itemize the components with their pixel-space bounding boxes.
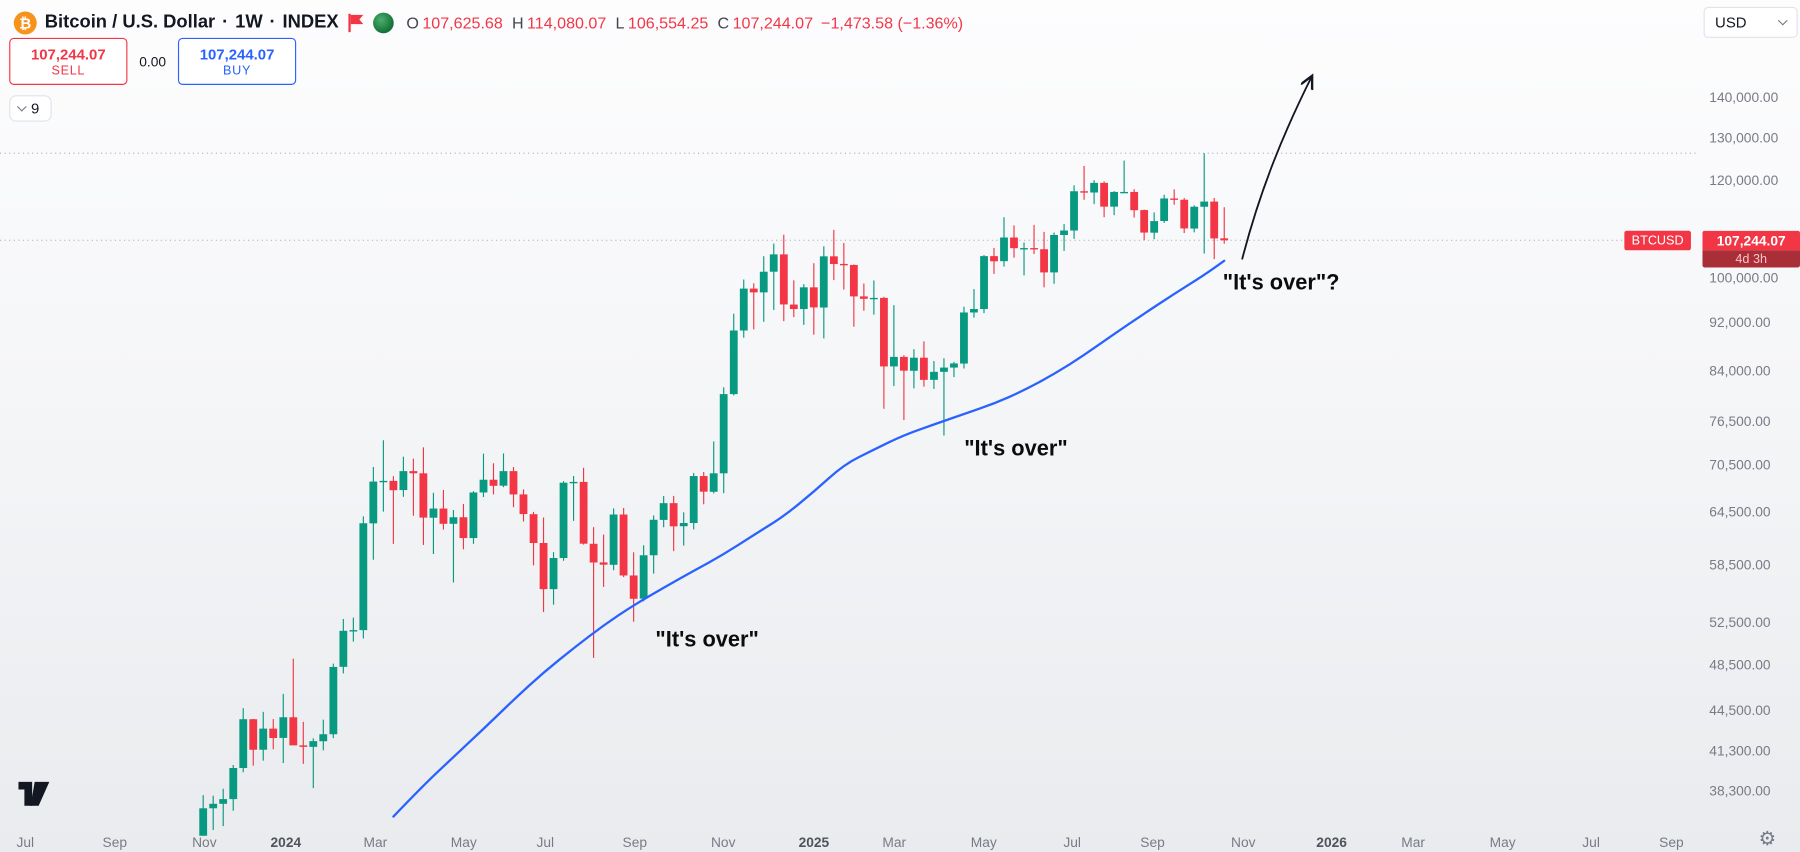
low-value: 106,554.25 (627, 13, 709, 33)
open-label: O (406, 13, 419, 33)
time-axis-label: Sep (1140, 834, 1165, 851)
last-price-tag: 107,244.07 4d 3h (1702, 231, 1800, 268)
flag-icon[interactable] (347, 13, 365, 34)
price-axis-label: 76,500.00 (1709, 412, 1771, 429)
time-axis-label: Sep (102, 834, 128, 851)
open-value: 107,625.68 (422, 13, 503, 33)
time-axis-label: May (1489, 834, 1516, 851)
candles (199, 153, 1229, 836)
exchange-label: INDEX (282, 12, 339, 33)
time-axis-label: Nov (1230, 834, 1256, 851)
time-axis-label: May (970, 834, 997, 851)
interval-label: 1W (235, 12, 263, 33)
time-axis-label: May (450, 834, 477, 851)
sell-label: SELL (51, 63, 86, 78)
price-axis-label: 64,500.00 (1709, 504, 1771, 521)
buy-button[interactable]: 107,244.07 BUY (177, 37, 297, 85)
annotation-text[interactable]: "It's over" (964, 437, 1068, 462)
currency-selector[interactable]: USD (1703, 6, 1798, 38)
symbol-title[interactable]: Bitcoin / U.S. Dollar · 1W · INDEX (45, 13, 339, 34)
annotation-text[interactable]: "It's over"? (1222, 270, 1340, 296)
sell-button[interactable]: 107,244.07 SELL (9, 37, 128, 85)
price-axis-label: 48,500.00 (1709, 656, 1771, 673)
price-axis-label: 44,500.00 (1709, 702, 1771, 719)
annotation-text[interactable]: "It's over" (655, 627, 759, 653)
legend-count: 9 (30, 99, 40, 118)
symbol-name: Bitcoin / U.S. Dollar (44, 12, 216, 33)
data-provider-icon (373, 12, 394, 34)
symbol-price-tag: BTCUSD (1624, 231, 1691, 251)
time-axis-label: 2026 (1316, 834, 1347, 851)
currency-label: USD (1715, 13, 1747, 31)
time-axis-label: Mar (363, 834, 388, 851)
tradingview-logo[interactable] (18, 781, 50, 812)
price-axis-label: 38,300.00 (1709, 782, 1771, 799)
bitcoin-icon: ₿ (13, 11, 37, 35)
sell-price: 107,244.07 (30, 45, 106, 63)
last-price-value: 107,244.07 (1702, 231, 1800, 251)
buy-price: 107,244.07 (199, 45, 275, 63)
time-axis-label: Sep (622, 834, 648, 851)
price-axis-label: 70,500.00 (1709, 456, 1771, 473)
price-axis-label: 52,500.00 (1709, 614, 1771, 631)
time-axis-label: 2025 (798, 834, 830, 851)
separator-dot: · (269, 12, 276, 33)
time-axis-label: Sep (1659, 834, 1684, 851)
buy-label: BUY (223, 63, 252, 78)
ma-line[interactable] (392, 259, 1226, 818)
chevron-down-icon (1777, 15, 1788, 26)
price-axis-label: 92,000.00 (1709, 314, 1771, 331)
low-label: L (615, 13, 625, 33)
price-axis-label: 41,300.00 (1709, 742, 1771, 759)
time-axis-label: Jul (16, 834, 35, 851)
spread-value: 0.00 (139, 53, 167, 70)
collapsed-legend-button[interactable]: 9 (9, 95, 52, 122)
price-axis-label: 58,500.00 (1709, 556, 1771, 573)
symbol-header: ₿ Bitcoin / U.S. Dollar · 1W · INDEX O 10… (13, 8, 964, 38)
close-label: C (717, 13, 730, 33)
arrow-drawing[interactable] (1241, 76, 1312, 260)
price-axis-label: 130,000.00 (1709, 129, 1779, 146)
time-axis-label: Mar (1401, 834, 1426, 851)
time-axis-label: Nov (710, 834, 736, 851)
high-label: H (511, 13, 524, 33)
time-axis-label: Mar (882, 834, 907, 851)
trade-panel: 107,244.07 SELL 0.00 107,244.07 BUY (9, 37, 297, 85)
time-axis-label: 2024 (270, 834, 302, 851)
time-axis-label: Jul (536, 834, 555, 851)
price-axis-label: 140,000.00 (1709, 89, 1779, 106)
price-axis-label: 120,000.00 (1709, 172, 1779, 189)
price-axis-label: 84,000.00 (1709, 362, 1771, 379)
close-value: 107,244.07 (732, 13, 814, 33)
time-axis-label: Jul (1582, 834, 1600, 851)
change-value: −1,473.58 (−1.36%) (821, 13, 964, 33)
separator-dot: · (222, 12, 229, 33)
price-axis-label: 100,000.00 (1709, 269, 1779, 286)
high-value: 114,080.07 (527, 13, 607, 33)
time-axis-label: Jul (1063, 834, 1082, 851)
settings-icon[interactable]: ⚙ (1758, 827, 1777, 851)
bar-countdown: 4d 3h (1702, 250, 1800, 268)
time-axis-label: Nov (192, 834, 217, 851)
chevron-down-icon (16, 101, 27, 112)
ohlc-values: O 107,625.68 H 114,080.07 L 106,554.25 C 107… (406, 14, 813, 32)
